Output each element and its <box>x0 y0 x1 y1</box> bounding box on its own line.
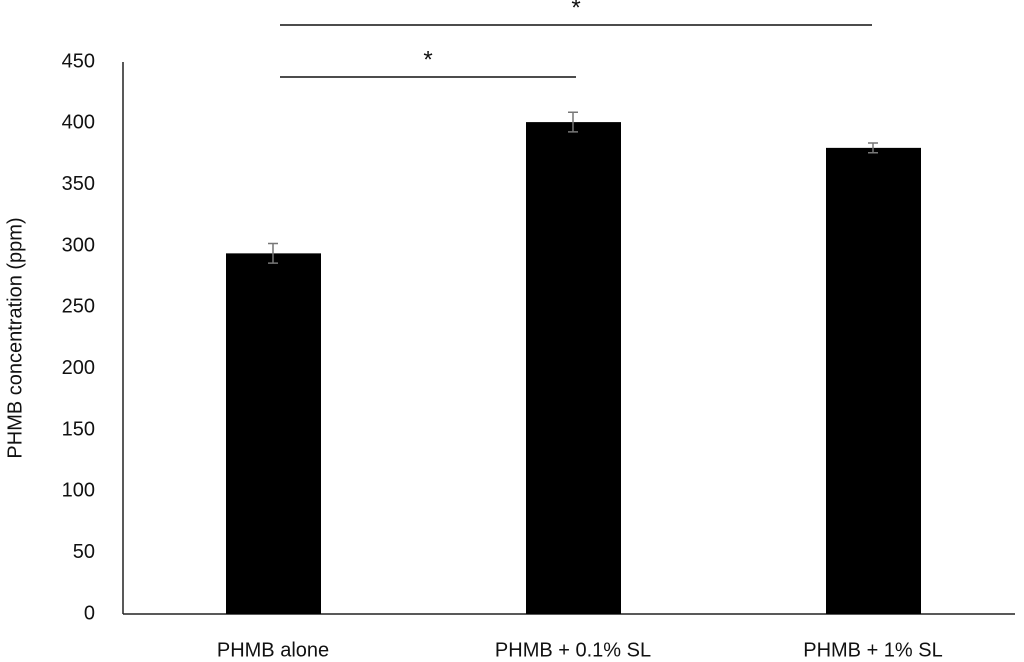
error-bar <box>268 242 278 264</box>
error-bar <box>868 142 878 154</box>
y-tick-label: 250 <box>62 296 95 318</box>
y-tick-label: 350 <box>62 173 95 195</box>
x-tick-label: PHMB alone <box>217 639 329 661</box>
y-tick-label: 200 <box>62 357 95 379</box>
bar <box>226 253 321 615</box>
bar <box>526 122 621 615</box>
significance-label: * <box>571 0 580 21</box>
y-tick-label: 150 <box>62 418 95 440</box>
error-bar <box>568 111 578 133</box>
y-tick-label: 450 <box>62 50 95 72</box>
y-tick-label: 50 <box>73 541 95 563</box>
y-tick-label: 100 <box>62 480 95 502</box>
x-tick-label: PHMB + 0.1% SL <box>495 639 651 661</box>
x-tick-label: PHMB + 1% SL <box>803 639 943 661</box>
y-tick-label: 300 <box>62 234 95 256</box>
y-tick-label: 400 <box>62 112 95 134</box>
bar <box>826 147 921 614</box>
significance-label: * <box>423 46 432 73</box>
y-tick-label: 0 <box>84 602 95 624</box>
y-axis-label: PHMB concentration (ppm) <box>4 217 26 458</box>
